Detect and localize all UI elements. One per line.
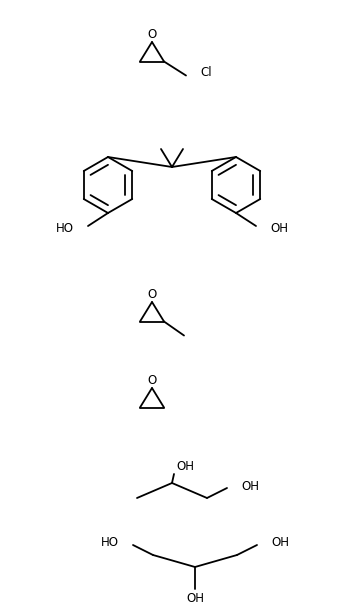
Text: OH: OH (241, 479, 259, 493)
Text: HO: HO (56, 222, 74, 235)
Text: Cl: Cl (200, 66, 211, 79)
Text: O: O (147, 375, 157, 387)
Text: O: O (147, 288, 157, 302)
Text: HO: HO (101, 536, 119, 550)
Text: OH: OH (176, 459, 194, 473)
Text: OH: OH (270, 222, 288, 235)
Text: OH: OH (271, 536, 289, 550)
Text: O: O (147, 28, 157, 41)
Text: OH: OH (186, 591, 204, 605)
